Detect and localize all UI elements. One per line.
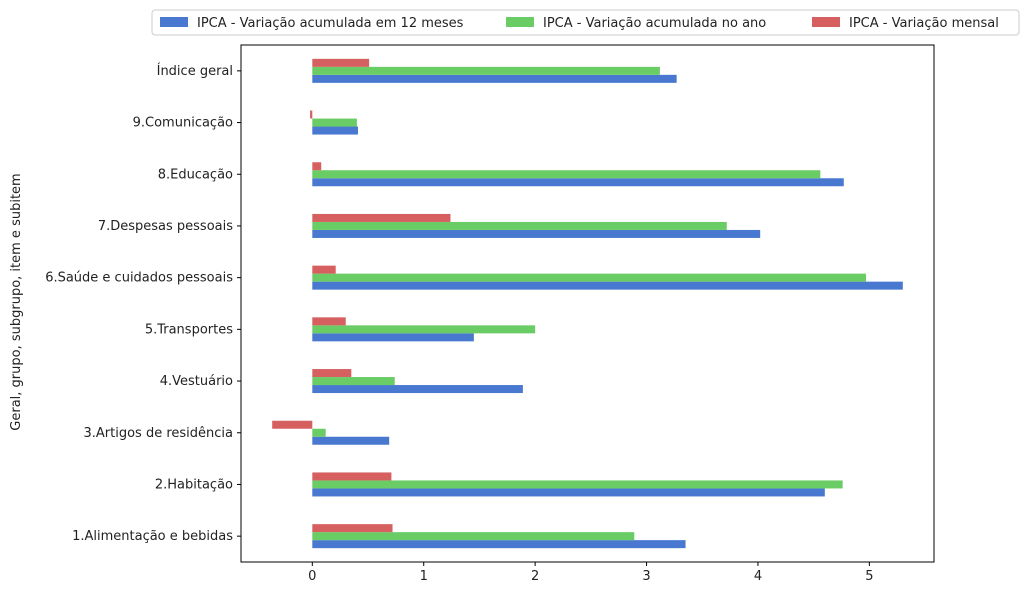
bar [312,325,536,334]
bar [312,472,392,481]
bar [312,281,903,290]
bar [312,524,393,533]
bar [312,229,761,238]
bar [312,178,844,187]
plot-area: 1.Alimentação e bebidas 2.Habitação 3.Arti… [45,44,935,584]
legend-box [151,9,1020,36]
bar [312,385,523,394]
bar [312,126,358,135]
y-tick-label: 8.Educação [158,167,233,182]
bar [310,110,313,119]
legend: IPCA - Variação acumulada em 12 meses IPC… [151,9,1020,36]
bar [312,369,352,378]
y-axis-label: Geral, grupo, subgrupo, item e subitem [9,173,24,430]
x-tick-label: 4 [754,569,762,584]
bar [272,420,313,429]
y-tick-label: 7.Despesas pessoais [98,219,233,234]
bar [312,480,843,489]
y-tick-label: Índice geral [157,63,233,79]
x-tick-label: 5 [865,569,873,584]
legend-swatch [160,17,188,27]
bar [312,436,390,445]
y-tick-label: 5.Transportes [145,322,233,337]
bar [312,170,821,179]
legend-swatch [506,17,534,27]
y-tick-label: 9.Comunicação [133,116,233,131]
bar [312,488,825,497]
bar [312,377,395,386]
y-tick-label: 4.Vestuário [160,374,233,389]
bar [312,58,370,67]
legend-label: IPCA - Variação mensal [849,16,999,31]
bar [312,66,660,75]
y-tick-label: 1.Alimentação e bebidas [72,529,233,544]
bar [312,317,346,326]
y-tick-label: 6.Saúde e cuidados pessoais [45,271,233,286]
bar [312,74,677,83]
bar [312,221,727,230]
bar [312,213,451,222]
bar [312,540,686,549]
bar [312,333,474,342]
legend-swatch [812,17,840,27]
bar [312,273,867,282]
x-tick-label: 1 [420,569,428,584]
legend-label: IPCA - Variação acumulada no ano [543,16,766,31]
y-tick-label: 3.Artigos de residência [84,426,234,441]
bar [312,532,635,541]
bar [312,162,322,171]
bar [312,118,357,127]
legend-label: IPCA - Variação acumulada em 12 meses [197,16,464,31]
x-tick-label: 3 [642,569,650,584]
y-tick-label: 2.Habitação [155,477,233,492]
bar [312,428,326,437]
x-tick-label: 0 [308,569,316,584]
bar [312,265,336,274]
x-tick-label: 2 [531,569,539,584]
plot-frame [240,44,935,563]
